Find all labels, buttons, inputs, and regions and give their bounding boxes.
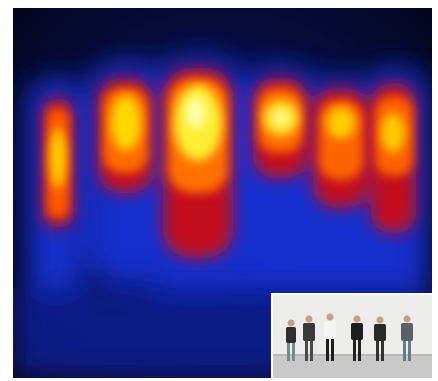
inset-person xyxy=(351,315,363,361)
inset-person xyxy=(286,319,296,361)
thermal-heatmap xyxy=(13,8,432,378)
inset-person xyxy=(324,313,336,361)
inset-person xyxy=(401,315,413,361)
inset-person xyxy=(374,316,386,361)
peak-layer xyxy=(50,85,405,188)
inset-person xyxy=(303,315,315,361)
inset-photo xyxy=(271,293,432,378)
hotspot-layer xyxy=(186,97,289,129)
